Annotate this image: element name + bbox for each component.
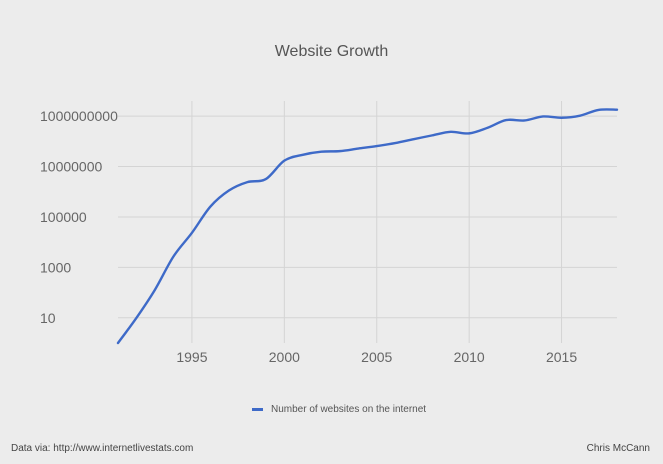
x-tick-label: 2000 [269,349,300,365]
y-tick-label: 1000000000 [40,108,118,124]
y-tick-label: 1000 [40,259,71,275]
y-tick-label: 10000000 [40,159,103,175]
chart-title: Website Growth [274,43,389,60]
x-tick-label: 2010 [454,349,485,365]
x-tick-label: 2015 [546,349,577,365]
y-tick-label: 100000 [40,209,87,225]
author-credit: Chris McCann [586,443,650,454]
x-tick-label: 2005 [361,349,392,365]
y-tick-label: 10 [40,310,56,326]
source-credit: Data via: http://www.internetlivestats.c… [11,443,194,454]
series-line [116,108,619,345]
legend-swatch [252,407,263,411]
x-tick-label: 1995 [176,349,207,365]
legend-label: Number of websites on the internet [271,403,427,415]
legend: Number of websites on the internet [252,402,426,416]
